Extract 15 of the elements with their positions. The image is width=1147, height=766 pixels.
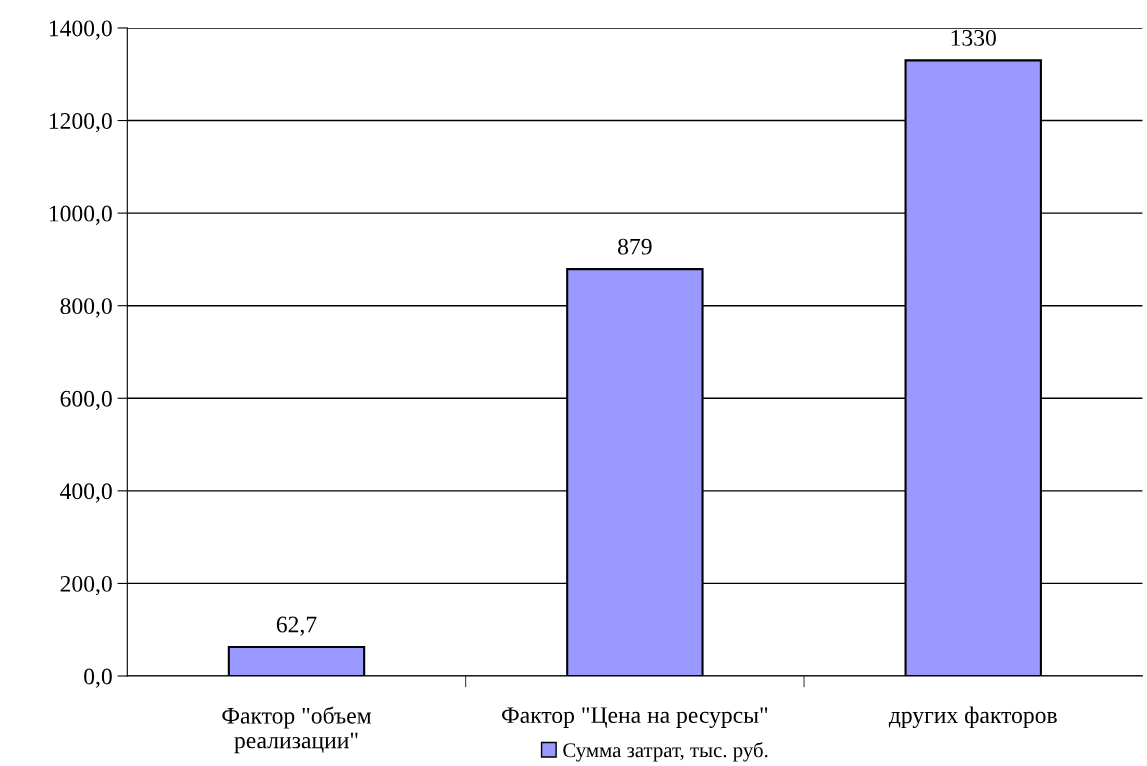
x-tick-label: Фактор "Цена на ресурсы" (502, 707, 768, 728)
y-tick-label: 1000,0 (49, 205, 112, 225)
data-label: 62,7 (276, 616, 317, 636)
x-tick-label: других факторов (888, 706, 1057, 729)
x-tick-label: Фактор "объем реализации" (222, 706, 372, 754)
data-label: 879 (618, 238, 652, 255)
y-tick-label: 1200,0 (49, 113, 112, 133)
y-tick-label: 1400,0 (49, 20, 112, 40)
y-tick-label: 800,0 (60, 298, 112, 318)
data-label: 1330 (951, 29, 996, 46)
y-tick-label: 0,0 (84, 668, 112, 688)
legend-label: Сумма затрат, тыс. руб. (563, 742, 768, 762)
y-tick-label: 200,0 (60, 575, 112, 596)
y-tick-label: 400,0 (60, 483, 112, 503)
y-tick-label: 600,0 (60, 390, 112, 411)
